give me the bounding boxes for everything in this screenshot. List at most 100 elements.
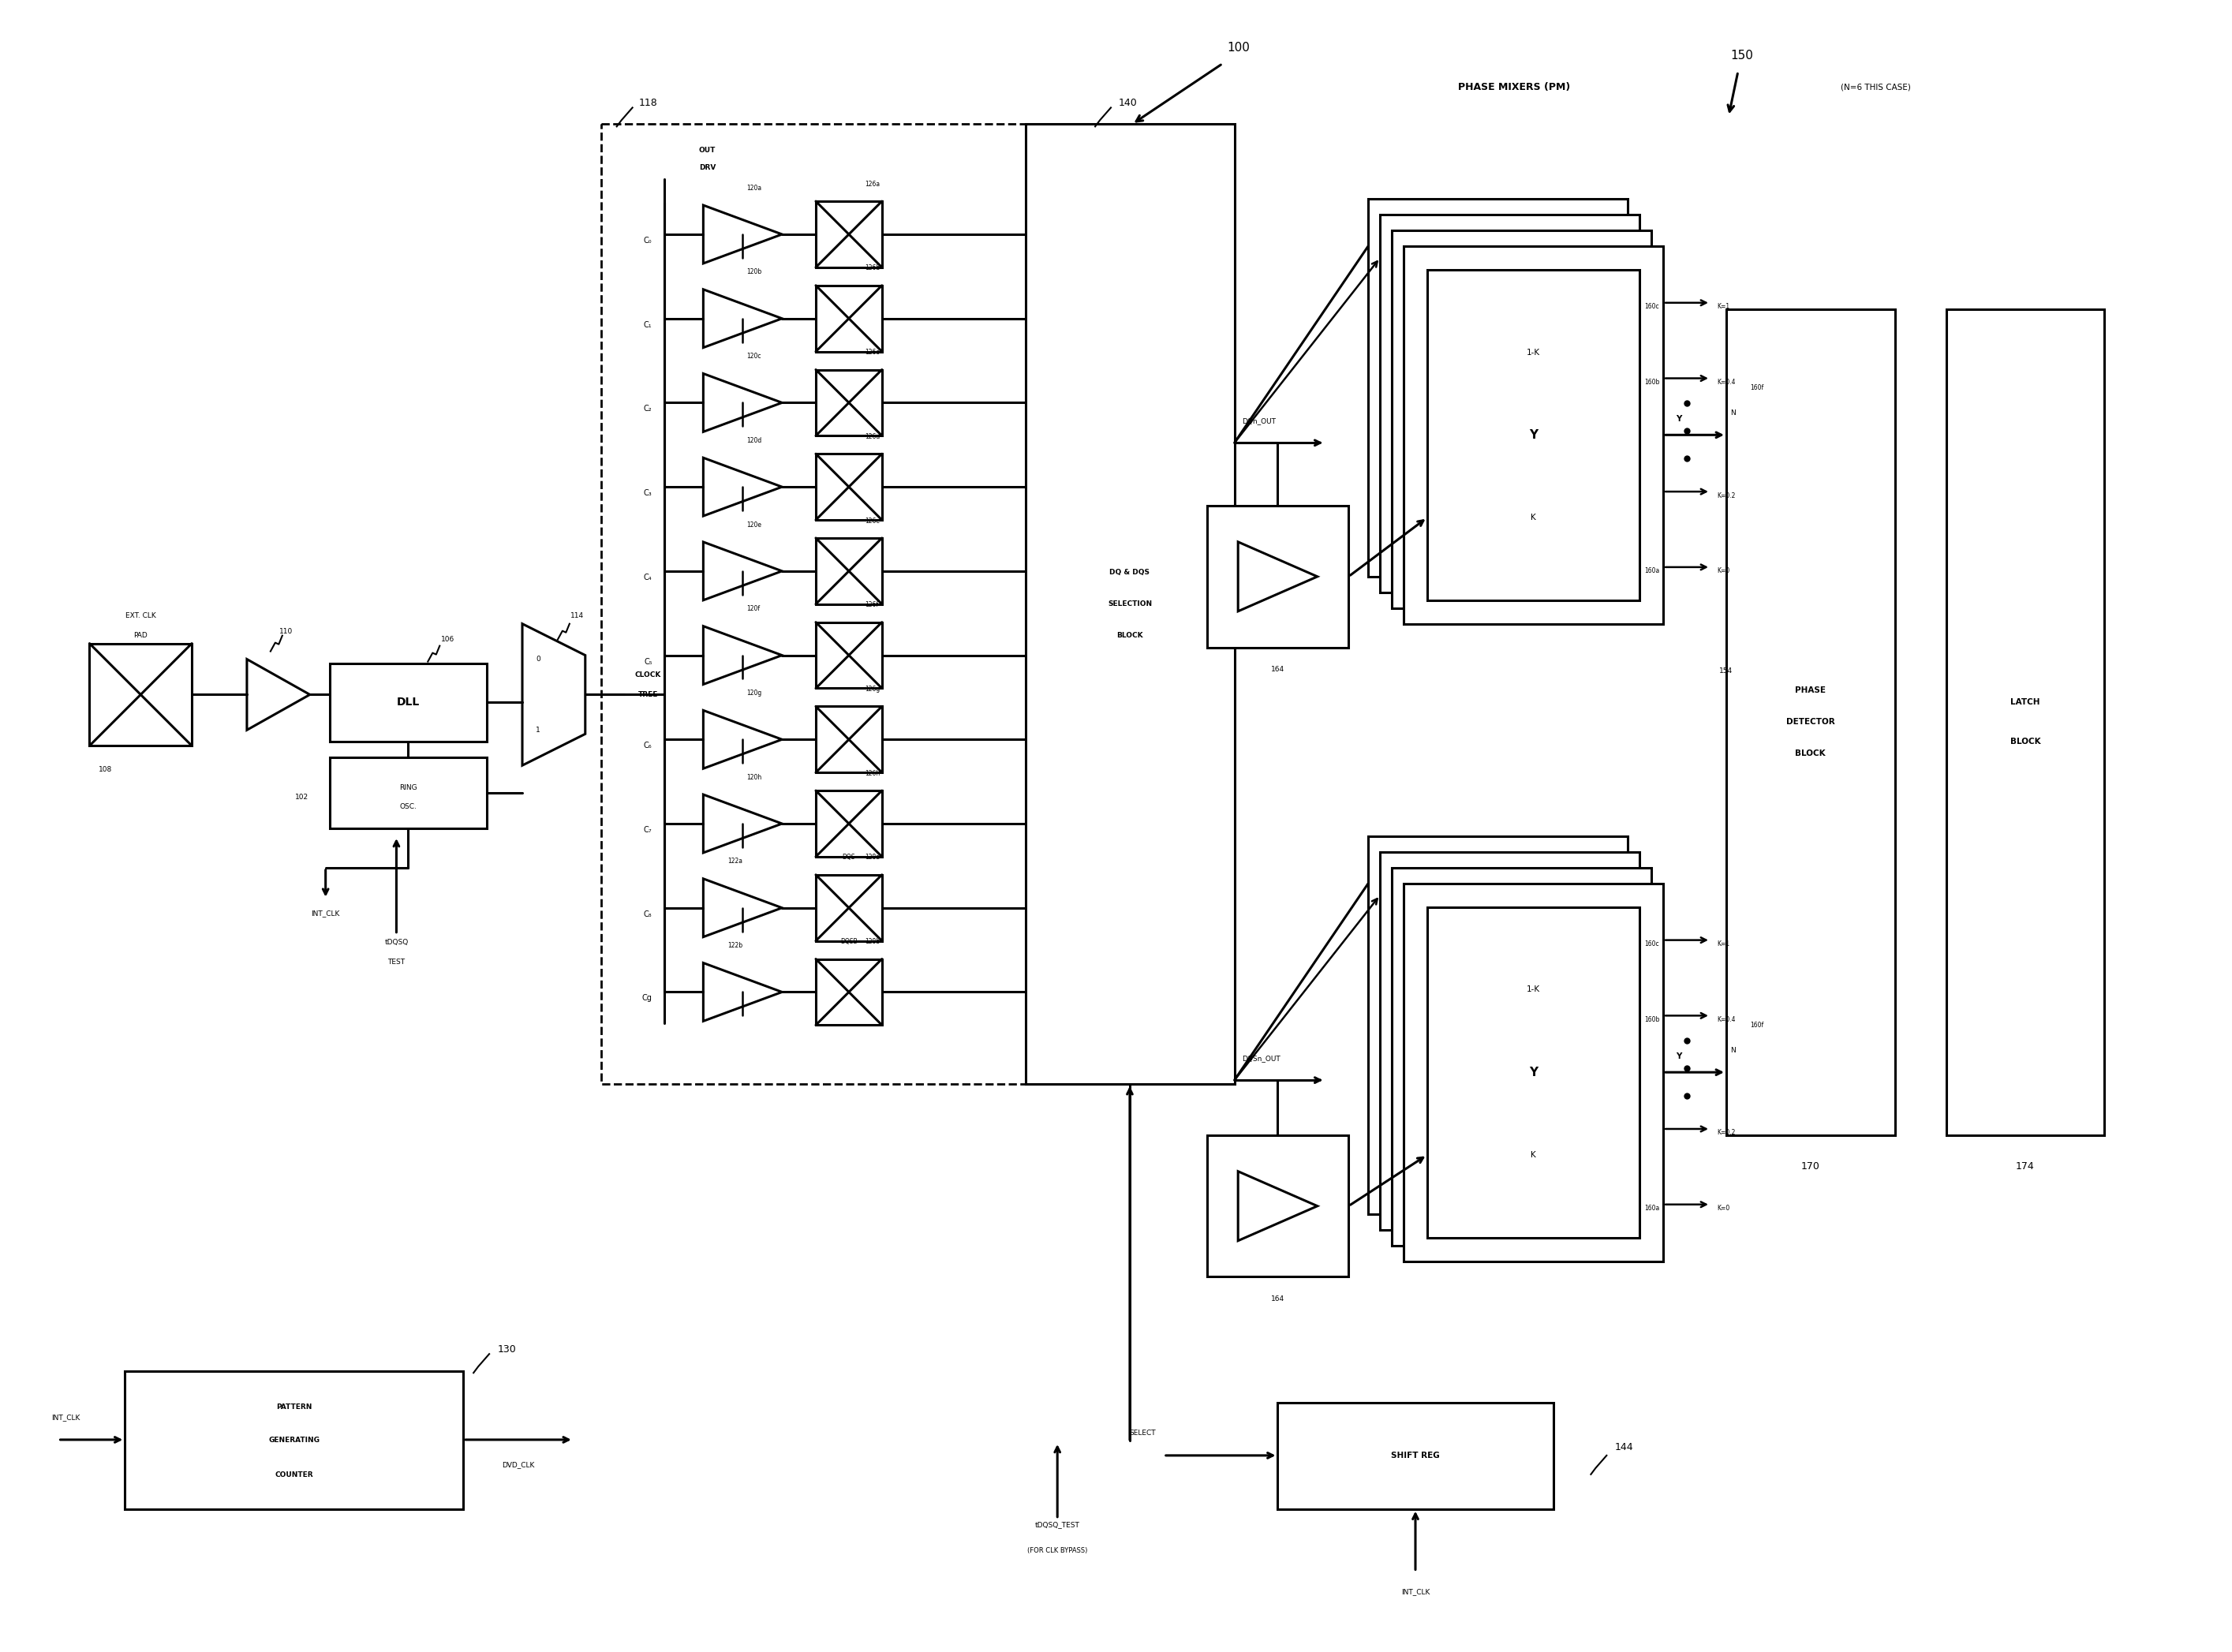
Text: 120e: 120e — [745, 520, 761, 529]
Text: K=0.4: K=0.4 — [1716, 378, 1734, 387]
Text: 1: 1 — [536, 727, 540, 733]
Text: 120d: 120d — [745, 436, 761, 444]
Text: SHIFT REG: SHIFT REG — [1391, 1452, 1440, 1459]
Text: 160f: 160f — [1750, 385, 1763, 392]
Text: BLOCK: BLOCK — [2011, 738, 2040, 745]
Text: K=1: K=1 — [1716, 940, 1730, 948]
Text: C₁: C₁ — [643, 320, 652, 329]
Text: 126e: 126e — [864, 517, 879, 524]
Text: LATCH: LATCH — [2011, 699, 2040, 707]
Text: Y: Y — [1676, 1052, 1683, 1061]
Polygon shape — [703, 289, 781, 347]
Polygon shape — [248, 659, 310, 730]
Bar — [1027, 124, 1234, 1084]
Text: DRV: DRV — [699, 164, 716, 170]
Bar — [125, 1371, 464, 1508]
Bar — [1426, 269, 1641, 600]
Text: 164: 164 — [1270, 1295, 1283, 1302]
Text: 144: 144 — [1614, 1442, 1634, 1452]
Text: K=0.2: K=0.2 — [1716, 492, 1734, 499]
Text: 120h: 120h — [745, 773, 761, 781]
Polygon shape — [703, 458, 781, 515]
Text: 108: 108 — [98, 767, 112, 773]
Text: C₃: C₃ — [643, 489, 652, 497]
Bar — [817, 876, 882, 942]
Text: C₄: C₄ — [643, 573, 652, 582]
Polygon shape — [1239, 542, 1317, 611]
Text: 160a: 160a — [1645, 1204, 1658, 1213]
Text: C₀: C₀ — [643, 236, 652, 244]
Text: DQSB: DQSB — [839, 938, 857, 945]
Text: N: N — [1730, 410, 1736, 416]
Text: 126c: 126c — [864, 349, 879, 355]
Text: DQn_OUT: DQn_OUT — [1243, 418, 1277, 425]
Text: 160a: 160a — [1645, 568, 1658, 575]
Text: K=0.2: K=0.2 — [1716, 1130, 1734, 1137]
Bar — [89, 644, 192, 745]
Polygon shape — [703, 542, 781, 600]
Text: tDQSQ_TEST: tDQSQ_TEST — [1036, 1521, 1080, 1528]
Text: 118: 118 — [638, 97, 658, 107]
Polygon shape — [703, 626, 781, 684]
Text: 160c: 160c — [1645, 940, 1658, 948]
Text: DETECTOR: DETECTOR — [1786, 719, 1835, 727]
Text: K=0.4: K=0.4 — [1716, 1016, 1734, 1023]
Text: DLL: DLL — [397, 697, 420, 709]
Text: 1-K: 1-K — [1527, 986, 1540, 993]
Text: 120c: 120c — [745, 354, 761, 360]
Bar — [1368, 836, 1627, 1214]
Text: OSC.: OSC. — [400, 803, 417, 809]
Bar — [1208, 506, 1348, 648]
Text: K: K — [1531, 514, 1536, 522]
Text: SELECT: SELECT — [1129, 1431, 1156, 1437]
Bar — [1368, 198, 1627, 577]
Text: 154: 154 — [1719, 667, 1732, 674]
Text: 128a: 128a — [864, 854, 879, 861]
Bar — [817, 539, 882, 605]
Text: SELECTION: SELECTION — [1107, 601, 1152, 608]
Bar — [817, 454, 882, 520]
Polygon shape — [1239, 1171, 1317, 1241]
Text: 126h: 126h — [864, 770, 879, 776]
Polygon shape — [703, 205, 781, 263]
Text: INT_CLK: INT_CLK — [310, 910, 339, 917]
Text: PATTERN: PATTERN — [277, 1403, 312, 1411]
Text: Y: Y — [1529, 430, 1538, 441]
Text: K=0: K=0 — [1716, 568, 1730, 575]
Text: DQSn_OUT: DQSn_OUT — [1243, 1054, 1281, 1062]
Text: CLOCK: CLOCK — [636, 671, 661, 679]
Text: K: K — [1531, 1151, 1536, 1158]
Text: 120a: 120a — [745, 185, 761, 192]
Polygon shape — [703, 795, 781, 852]
Bar — [1379, 215, 1641, 593]
Text: 110: 110 — [279, 628, 292, 636]
Text: 120b: 120b — [745, 269, 761, 276]
Bar — [1725, 309, 1895, 1135]
Text: 120f: 120f — [745, 605, 761, 613]
Bar — [1277, 1403, 1553, 1508]
Text: 160c: 160c — [1645, 304, 1658, 311]
Text: C₅: C₅ — [643, 657, 652, 666]
Text: DQS: DQS — [841, 854, 855, 861]
Text: INT_CLK: INT_CLK — [1402, 1588, 1431, 1596]
Text: K=0: K=0 — [1716, 1204, 1730, 1213]
Text: RING: RING — [400, 785, 417, 791]
Text: 0: 0 — [536, 656, 540, 662]
Text: PHASE: PHASE — [1795, 687, 1826, 694]
Text: 150: 150 — [1730, 50, 1754, 61]
Text: (N=6 THIS CASE): (N=6 THIS CASE) — [1841, 83, 1911, 91]
Bar — [817, 370, 882, 436]
Text: PAD: PAD — [134, 633, 147, 639]
Text: DQ & DQS: DQ & DQS — [1109, 568, 1149, 577]
Text: 140: 140 — [1118, 97, 1138, 107]
Bar — [1946, 309, 2105, 1135]
Text: Y: Y — [1676, 415, 1683, 423]
Bar — [1208, 1135, 1348, 1277]
Text: 106: 106 — [440, 636, 455, 643]
Polygon shape — [703, 373, 781, 431]
Polygon shape — [703, 710, 781, 768]
Bar — [330, 662, 487, 742]
Text: 164: 164 — [1270, 666, 1283, 672]
Bar — [1404, 246, 1663, 624]
Text: Cg: Cg — [643, 995, 652, 1003]
